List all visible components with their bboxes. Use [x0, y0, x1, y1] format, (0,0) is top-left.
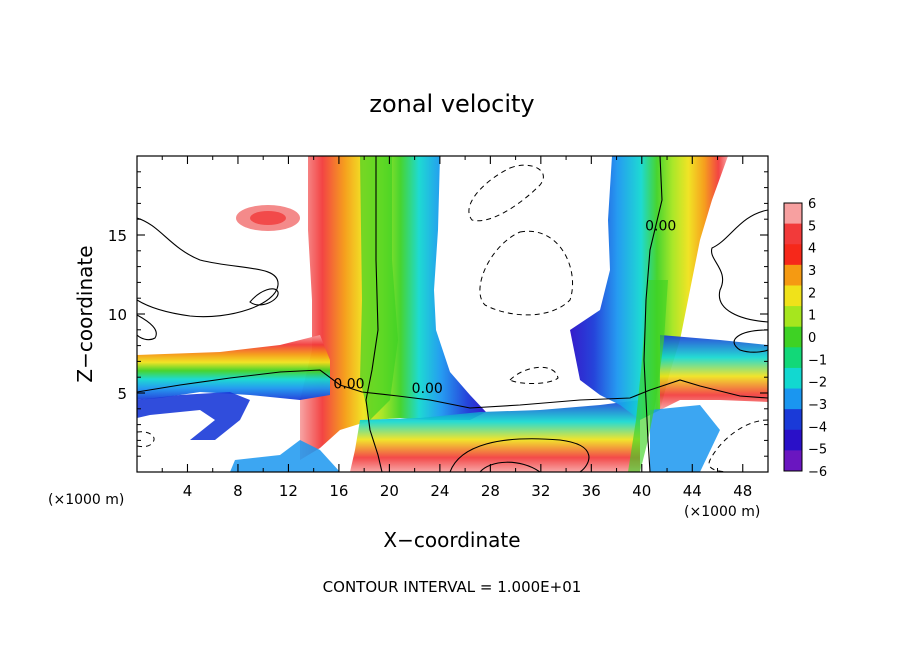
- contour-zero-left-jet: [365, 156, 383, 472]
- x-tick-label: 36: [582, 482, 601, 500]
- contour-right-mid: [733, 329, 768, 353]
- y-tick-label: 15: [108, 227, 127, 245]
- colorbar-swatch: [784, 450, 802, 472]
- x-tick-label: 8: [233, 482, 243, 500]
- x-tick-label: 32: [531, 482, 550, 500]
- colorbar-label: −5: [808, 443, 827, 458]
- colorbar-swatch: [784, 244, 802, 266]
- field-green-core: [360, 156, 398, 420]
- contour-upper-left-small: [249, 288, 279, 306]
- colorbar-label: −4: [808, 420, 827, 435]
- contour-interval-footer: CONTOUR INTERVAL = 1.000E+01: [323, 578, 582, 596]
- contour-zero-right-jet: [643, 156, 663, 472]
- colorbar-swatch: [784, 429, 802, 451]
- x-axis-label: X−coordinate: [383, 528, 520, 552]
- x-tick-label: 48: [733, 482, 752, 500]
- contour-right-top: [711, 209, 768, 323]
- x-tick-label: 24: [430, 482, 449, 500]
- contour-bottom-mid-2: [479, 461, 541, 472]
- colorbar-swatch: [784, 223, 802, 245]
- x-axis: 4 8 12 16 20 24 28 32 36 40 44 48: [161, 156, 752, 500]
- x-unit-left: (×1000 m): [48, 492, 124, 508]
- field-band-lower-right: [660, 335, 768, 410]
- contour-upper-left: [137, 217, 279, 318]
- field-band-right-bottom: [650, 405, 720, 472]
- x-tick-label: 12: [279, 482, 298, 500]
- colorbar-label: 4: [808, 242, 816, 257]
- contour-bottom-mid: [449, 438, 590, 472]
- colorbar-label: 0: [808, 331, 816, 346]
- colorbar-label: −2: [808, 376, 827, 391]
- colorbar-swatch: [784, 326, 802, 348]
- contour-zero-low: [137, 369, 768, 409]
- colorbar-swatch: [784, 347, 802, 369]
- contour-negative-mid: [479, 230, 574, 316]
- contour-labels: 0.00 0.00 0.00: [333, 218, 676, 397]
- field-band-bottom-middle: [350, 400, 640, 472]
- x-tick-label: 20: [380, 482, 399, 500]
- y-axis: 5 10 15: [108, 171, 768, 457]
- colorbar-swatch: [784, 264, 802, 286]
- colorbar-swatch: [784, 388, 802, 410]
- x-unit-right: (×1000 m): [684, 504, 760, 520]
- y-tick-label: 5: [117, 385, 127, 403]
- colorbar-label: −6: [808, 465, 827, 480]
- velocity-field: [137, 156, 768, 472]
- field-blue-lobe-2: [230, 440, 340, 472]
- colorbar-label: 2: [808, 286, 816, 301]
- field-blue-lobe: [137, 392, 250, 440]
- colorbar-frame: [783, 202, 803, 472]
- x-tick-label: 16: [329, 482, 348, 500]
- colorbar-label: 3: [808, 264, 816, 279]
- field-green-core-right: [628, 280, 668, 472]
- contour-negative-low: [509, 366, 559, 384]
- colorbar-label: −3: [808, 398, 827, 413]
- colorbar-swatch: [784, 409, 802, 431]
- y-axis-label: Z−coordinate: [73, 245, 97, 382]
- contour-negative-left: [137, 431, 155, 448]
- colorbar-swatch: [784, 203, 802, 225]
- field-band-lower-left: [137, 335, 330, 400]
- colorbar-swatch: [784, 285, 802, 307]
- contour-label: 0.00: [412, 381, 443, 397]
- contour-lines: [137, 156, 768, 472]
- colorbar: 6 5 4 3 2 1 0 −1 −2 −3 −4 −5 −6: [783, 197, 827, 480]
- contour-negative-right: [708, 419, 768, 472]
- contour-negative-top: [468, 164, 544, 222]
- contour-label: 0.00: [333, 376, 364, 392]
- chart-title: zonal velocity: [369, 90, 534, 118]
- contour-dashed: [137, 164, 768, 472]
- colorbar-label: 5: [808, 219, 816, 234]
- contour-left-edge: [137, 314, 157, 341]
- colorbar-swatch: [784, 367, 802, 390]
- x-tick-label: 44: [683, 482, 702, 500]
- y-tick-label: 10: [108, 306, 127, 324]
- x-tick-label: 4: [183, 482, 193, 500]
- colorbar-label: 6: [808, 197, 816, 212]
- colorbar-swatch: [784, 306, 802, 328]
- contour-label: 0.00: [645, 218, 676, 234]
- x-tick-label: 28: [481, 482, 500, 500]
- colorbar-label: −1: [808, 353, 827, 368]
- x-tick-label: 40: [632, 482, 651, 500]
- field-pink-blob-core: [250, 211, 286, 225]
- colorbar-label: 1: [808, 309, 816, 324]
